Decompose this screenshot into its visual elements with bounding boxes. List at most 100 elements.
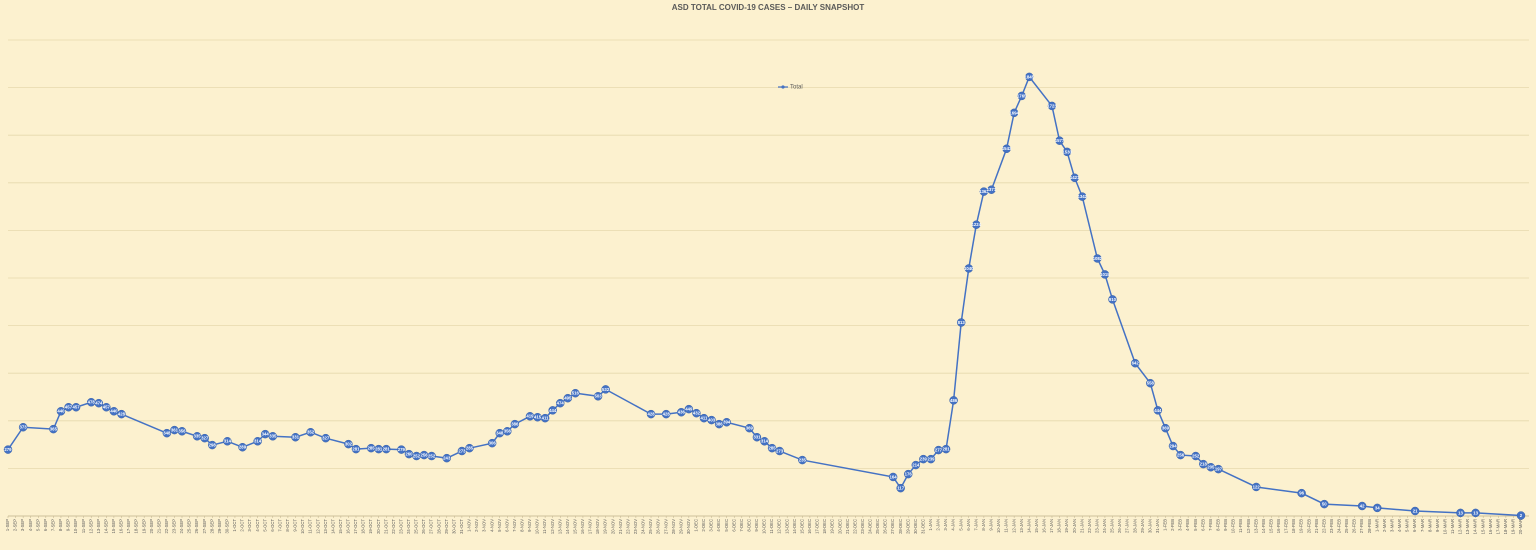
marker bbox=[956, 318, 966, 327]
x-tick-label: 31-DEC bbox=[920, 519, 925, 534]
x-tick-label: 11-DEC bbox=[769, 519, 774, 534]
value-label: 50 bbox=[1322, 502, 1327, 507]
x-tick-label: 2-SEP bbox=[13, 519, 18, 531]
x-tick-label: 2-FEB bbox=[1170, 519, 1175, 531]
x-tick-label: 27-SEP bbox=[202, 519, 207, 534]
value-label: 256 bbox=[1177, 453, 1185, 458]
value-label: 394 bbox=[723, 420, 731, 425]
value-label: 277 bbox=[935, 448, 943, 453]
value-label: 279 bbox=[4, 447, 12, 452]
value-label: 813 bbox=[958, 320, 966, 325]
value-label: 331 bbox=[753, 435, 761, 440]
x-tick-label: 29-OCT bbox=[444, 519, 449, 534]
x-tick-label: 20-SEP bbox=[149, 519, 154, 534]
x-tick-label: 25-DEC bbox=[875, 519, 880, 534]
x-tick-label: 17-FEB bbox=[1284, 519, 1289, 533]
x-tick-label: 18-SEP bbox=[134, 519, 139, 534]
x-tick-label: 5-FEB bbox=[1193, 519, 1198, 531]
marker bbox=[941, 444, 951, 454]
x-tick-label: 18-FEB bbox=[1291, 519, 1296, 533]
x-tick-label: 17-JAN bbox=[1049, 519, 1054, 533]
x-tick-label: 24-FEB bbox=[1337, 519, 1342, 533]
x-tick-label: 21-OCT bbox=[383, 519, 388, 534]
x-tick-label: 23-OCT bbox=[398, 519, 403, 534]
x-tick-label: 18-NOV bbox=[595, 519, 600, 534]
x-tick-label: 29-NOV bbox=[678, 519, 683, 534]
x-tick-label: 12-SEP bbox=[88, 519, 93, 534]
x-tick-label: 18-DEC bbox=[822, 519, 827, 534]
x-tick-label: 10-DEC bbox=[762, 519, 767, 534]
value-label: 176 bbox=[905, 472, 913, 477]
x-tick-label: 30-JAN bbox=[1147, 519, 1152, 533]
x-tick-label: 22-FEB bbox=[1321, 519, 1326, 533]
x-tick-label: 5-DEC bbox=[724, 519, 729, 532]
marker bbox=[321, 433, 330, 443]
x-tick-label: 16-JAN bbox=[1042, 519, 1047, 533]
x-tick-label: 19-NOV bbox=[603, 519, 608, 534]
marker bbox=[1062, 147, 1072, 157]
x-tick-label: 13-JAN bbox=[1019, 519, 1024, 533]
x-tick-label: 11-JAN bbox=[1004, 519, 1009, 533]
marker bbox=[382, 444, 391, 454]
marker bbox=[208, 440, 217, 450]
value-label: 218 bbox=[1200, 462, 1208, 467]
value-label: 1765 bbox=[1017, 93, 1027, 98]
x-tick-label: 2-OCT bbox=[240, 519, 245, 532]
value-label: 352 bbox=[307, 430, 315, 435]
x-tick-label: 11-NOV bbox=[542, 519, 547, 534]
x-tick-label: 21-NOV bbox=[618, 519, 623, 534]
value-label: 1371 bbox=[987, 187, 997, 192]
value-label: 252 bbox=[1192, 453, 1200, 458]
x-tick-label: 17-MAR bbox=[1495, 519, 1500, 534]
value-label: 910 bbox=[1109, 297, 1117, 302]
x-tick-label: 9-MAR bbox=[1435, 519, 1440, 532]
x-tick-label: 7-NOV bbox=[512, 519, 517, 532]
marker bbox=[1047, 101, 1057, 111]
marker bbox=[1153, 406, 1163, 415]
marker bbox=[162, 428, 172, 438]
x-tick-label: 2-MAR bbox=[1382, 519, 1387, 532]
marker bbox=[911, 460, 921, 470]
value-label: 1845 bbox=[1024, 74, 1034, 79]
value-label: 386 bbox=[716, 422, 724, 427]
marker bbox=[987, 185, 996, 194]
x-tick-label: 4-FEB bbox=[1185, 519, 1190, 531]
x-tick-label: 21-FEB bbox=[1314, 519, 1319, 533]
x-tick-label: 7-DEC bbox=[739, 519, 744, 532]
x-tick-label: 14-NOV bbox=[565, 519, 570, 534]
x-tick-label: 9-DEC bbox=[754, 519, 759, 532]
value-label: 1543 bbox=[1002, 146, 1012, 151]
x-tick-label: 12-JAN bbox=[1011, 519, 1016, 533]
x-tick-label: 16-SEP bbox=[119, 519, 124, 534]
marker bbox=[752, 432, 762, 442]
marker bbox=[291, 432, 300, 442]
x-tick-label: 21-JAN bbox=[1079, 519, 1084, 533]
x-tick-label: 15-SEP bbox=[111, 519, 116, 534]
x-tick-label: 25-SEP bbox=[187, 519, 192, 534]
x-tick-label: 27-JAN bbox=[1125, 519, 1130, 533]
x-tick-label: 2-NOV bbox=[474, 519, 479, 532]
x-tick-label: 7-FEB bbox=[1208, 519, 1213, 531]
x-tick-label: 20-MAR bbox=[1518, 519, 1523, 534]
value-label: 1723 bbox=[1047, 103, 1057, 108]
value-label: 281 bbox=[375, 447, 383, 452]
marker bbox=[1357, 501, 1367, 511]
value-label: 373 bbox=[20, 425, 28, 430]
x-tick-label: 9-JAN bbox=[989, 519, 994, 531]
x-tick-label: 15-NOV bbox=[572, 519, 577, 534]
marker bbox=[1176, 450, 1185, 460]
x-tick-label: 19-JAN bbox=[1064, 519, 1069, 533]
x-tick-label: 10-OCT bbox=[300, 519, 305, 534]
marker bbox=[888, 472, 898, 482]
value-label: 440 bbox=[110, 409, 118, 414]
x-tick-label: 19-SEP bbox=[141, 519, 146, 534]
marker bbox=[71, 402, 81, 412]
x-tick-label: 6-JAN bbox=[966, 519, 971, 531]
value-label: 642 bbox=[1132, 361, 1140, 366]
x-tick-label: 28-JAN bbox=[1132, 519, 1137, 533]
x-tick-label: 13-DEC bbox=[784, 519, 789, 534]
value-label: 428 bbox=[663, 412, 671, 417]
x-tick-label: 18-OCT bbox=[361, 519, 366, 534]
x-tick-label: 26-DEC bbox=[883, 519, 888, 534]
